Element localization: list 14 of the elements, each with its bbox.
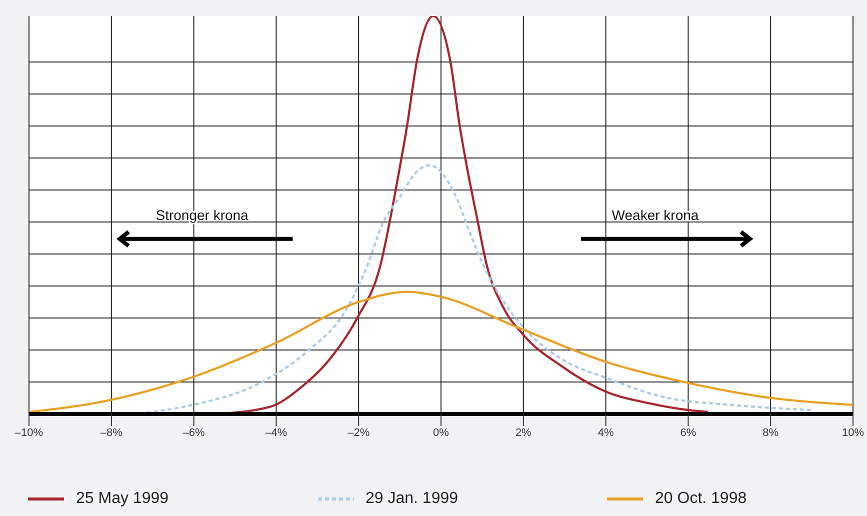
x-tick-label: –8%	[100, 426, 123, 439]
x-tick-label: 0%	[433, 426, 450, 439]
x-tick-label: 6%	[680, 426, 696, 439]
x-tick-label: –2%	[348, 426, 370, 439]
x-tick-label: 8%	[762, 426, 779, 439]
legend-label: 25 May 1999	[76, 490, 169, 508]
legend-label: 29 Jan. 1999	[366, 490, 458, 508]
x-tick-label: –4%	[265, 426, 288, 439]
x-tick-label: –6%	[182, 426, 206, 439]
x-tick-label: –10%	[14, 426, 44, 439]
x-tick-label: 2%	[515, 426, 532, 439]
x-tick-label: 10%	[842, 426, 864, 439]
legend-label: 20 Oct. 1998	[655, 490, 747, 508]
x-tick-label: 4%	[598, 426, 614, 439]
